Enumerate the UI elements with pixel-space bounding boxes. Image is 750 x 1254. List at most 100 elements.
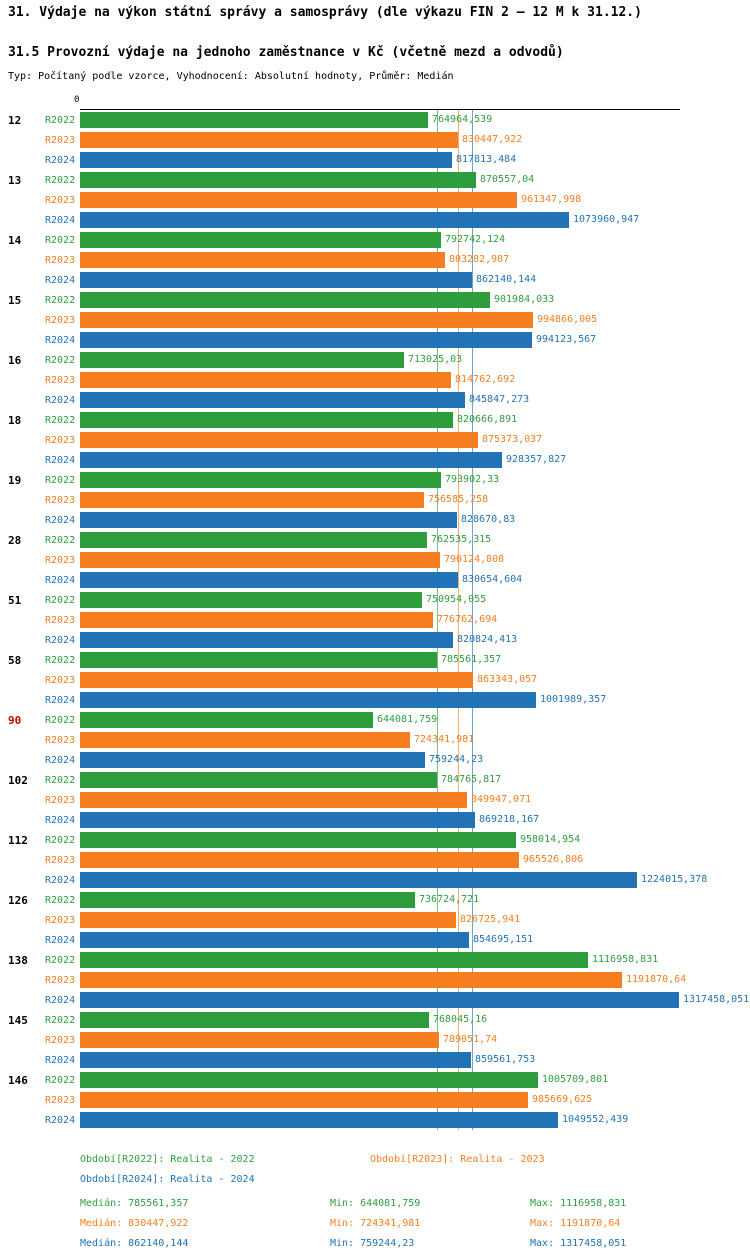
value-label: 1317458,051 — [683, 994, 750, 1005]
chart-group-90: 90 R2022 644081,759 R2023 724341,981 R2024 759… — [8, 710, 750, 770]
bar-row: R2023 985669,625 — [8, 1090, 750, 1110]
bar-track: 724341,981 — [80, 730, 750, 750]
bar-row: 16 R2022 713025,03 — [8, 350, 750, 370]
bar-R2023 — [80, 372, 451, 388]
bar-track: 790124,808 — [80, 550, 750, 570]
bar-row: 18 R2022 820666,891 — [8, 410, 750, 430]
bar-R2023 — [80, 852, 519, 868]
bar-track: 759244,23 — [80, 750, 750, 770]
median-line-R2022 — [437, 110, 438, 1130]
bar-R2022 — [80, 772, 437, 788]
bar-track: 784765,817 — [80, 770, 750, 790]
bar-track: 854695,151 — [80, 930, 750, 950]
group-label: 58 — [8, 653, 22, 667]
bar-R2024 — [80, 692, 536, 708]
value-label: 1073960,947 — [573, 214, 640, 225]
stat-min-r2024: Min: 759244,23 — [330, 1238, 415, 1249]
value-label: 817813,484 — [456, 154, 517, 165]
bar-track: 830447,922 — [80, 130, 750, 150]
bar-track: 1191870,64 — [80, 970, 750, 990]
chart-group-126: 126 R2022 736724,721 R2023 826725,941 R2024 85… — [8, 890, 750, 950]
chart-group-16: 16 R2022 713025,03 R2023 814762,692 R2024 8458… — [8, 350, 750, 410]
bar-track: 994866,005 — [80, 310, 750, 330]
value-label: 961347,998 — [521, 194, 582, 205]
chart-group-14: 14 R2022 792742,124 R2023 803282,987 R2024 862… — [8, 230, 750, 290]
bar-R2023 — [80, 252, 445, 268]
stat-median-r2023: Medián: 830447,922 — [80, 1218, 189, 1229]
series-label: R2022 — [45, 354, 76, 366]
bar-track: 820824,413 — [80, 630, 750, 650]
value-label: 792742,124 — [445, 234, 506, 245]
value-label: 793902,33 — [445, 474, 500, 485]
group-label: 112 — [8, 833, 28, 847]
series-label: R2022 — [45, 174, 76, 186]
chart-group-145: 145 R2022 768045,16 R2023 789051,74 R2024 8595… — [8, 1010, 750, 1070]
bar-track: 792742,124 — [80, 230, 750, 250]
bar-track: 750954,055 — [80, 590, 750, 610]
value-label: 958014,954 — [520, 834, 581, 845]
bar-row: R2024 859561,753 — [8, 1050, 750, 1070]
value-label: 713025,03 — [408, 354, 463, 365]
group-label: 102 — [8, 773, 28, 787]
chart-group-58: 58 R2022 785561,357 R2023 863343,057 R2024 100… — [8, 650, 750, 710]
value-label: 820666,891 — [457, 414, 518, 425]
bar-track: 785561,357 — [80, 650, 750, 670]
series-label: R2024 — [45, 994, 76, 1006]
group-label: 19 — [8, 473, 22, 487]
bar-R2023 — [80, 492, 424, 508]
bar-R2024 — [80, 572, 458, 588]
stats-row-r2023: Medián: 830447,922 Min: 724341,981 Max: 11… — [80, 1214, 750, 1234]
value-label: 869218,167 — [479, 814, 540, 825]
bar-track: 736724,721 — [80, 890, 750, 910]
bar-row: 19 R2022 793902,33 — [8, 470, 750, 490]
chart-group-18: 18 R2022 820666,891 R2023 875373,037 R2024 928… — [8, 410, 750, 470]
value-label: 994866,005 — [537, 314, 598, 325]
bar-track: 762535,315 — [80, 530, 750, 550]
value-label: 759244,23 — [429, 754, 484, 765]
median-line-R2023 — [458, 110, 459, 1130]
bar-track: 817813,484 — [80, 150, 750, 170]
series-label: R2024 — [45, 754, 76, 766]
bar-R2024 — [80, 812, 475, 828]
value-label: 826725,941 — [460, 914, 521, 925]
group-label: 18 — [8, 413, 22, 427]
bar-row: R2023 849947,071 — [8, 790, 750, 810]
axis-line — [80, 109, 680, 110]
bar-row: 15 R2022 901984,033 — [8, 290, 750, 310]
series-label: R2023 — [45, 854, 76, 866]
legend-row-2: Období[R2024]: Realita - 2024 — [80, 1170, 750, 1190]
bar-row: R2024 869218,167 — [8, 810, 750, 830]
value-label: 750954,055 — [426, 594, 487, 605]
series-label: R2022 — [45, 234, 76, 246]
series-label: R2022 — [45, 894, 76, 906]
series-label: R2023 — [45, 914, 76, 926]
bar-track: 768045,16 — [80, 1010, 750, 1030]
bar-R2022 — [80, 532, 427, 548]
series-label: R2024 — [45, 934, 76, 946]
bar-track: 713025,03 — [80, 350, 750, 370]
bar-row: R2023 1191870,64 — [8, 970, 750, 990]
bar-row: 58 R2022 785561,357 — [8, 650, 750, 670]
value-label: 854695,151 — [473, 934, 534, 945]
bar-R2024 — [80, 392, 465, 408]
series-label: R2024 — [45, 394, 76, 406]
stat-max-r2022: Max: 1116958,831 — [530, 1198, 627, 1209]
series-label: R2022 — [45, 114, 76, 126]
value-label: 764964,539 — [432, 114, 493, 125]
series-label: R2024 — [45, 634, 76, 646]
chart-group-51: 51 R2022 750954,055 R2023 776762,694 R2024 820… — [8, 590, 750, 650]
bar-R2023 — [80, 552, 440, 568]
legend-r2023: Období[R2023]: Realita - 2023 — [370, 1154, 545, 1165]
value-label: 901984,033 — [494, 294, 555, 305]
bar-row: R2024 1317458,051 — [8, 990, 750, 1010]
bar-row: R2023 776762,694 — [8, 610, 750, 630]
bar-track: 845847,273 — [80, 390, 750, 410]
bar-row: 102 R2022 784765,817 — [8, 770, 750, 790]
value-label: 1191870,64 — [626, 974, 687, 985]
bar-row: R2024 854695,151 — [8, 930, 750, 950]
bar-track: 985669,625 — [80, 1090, 750, 1110]
bar-row: R2023 803282,987 — [8, 250, 750, 270]
bar-track: 789051,74 — [80, 1030, 750, 1050]
bar-R2022 — [80, 652, 437, 668]
series-label: R2024 — [45, 1054, 76, 1066]
